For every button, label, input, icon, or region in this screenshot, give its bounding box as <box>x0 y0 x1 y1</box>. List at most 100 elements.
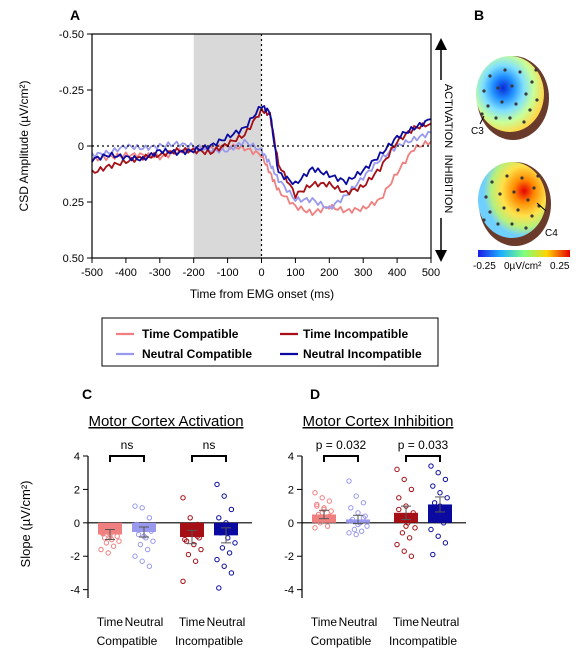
data-point <box>182 526 188 533</box>
data-point <box>442 476 449 483</box>
data-point <box>353 493 359 499</box>
data-point <box>346 478 352 484</box>
x-tick-label: 200 <box>320 267 338 279</box>
data-point <box>135 531 142 538</box>
group-label: Compatible <box>311 634 372 648</box>
data-point <box>396 506 402 513</box>
legend: Time Compatible Time Incompatible Neutra… <box>101 317 439 367</box>
data-point <box>444 495 450 501</box>
data-point <box>351 526 358 533</box>
data-point <box>326 498 333 504</box>
data-point <box>401 476 407 483</box>
category-label: Time <box>97 615 124 629</box>
data-point <box>185 551 192 558</box>
data-point <box>198 546 204 553</box>
data-point <box>358 528 365 534</box>
data-point <box>148 528 154 534</box>
electrode-dot <box>484 195 488 199</box>
significance-label: ns <box>121 438 134 452</box>
data-point <box>105 550 111 556</box>
data-point <box>137 541 144 548</box>
panel-d-title: Motor Cortex Inhibition <box>303 413 454 430</box>
data-point <box>226 550 233 556</box>
x-tick-label: -100 <box>217 267 239 279</box>
inhibition-label: INHIBITION <box>442 155 454 214</box>
electrode-dot <box>536 174 540 178</box>
electrode-dot <box>528 108 532 112</box>
x-tick-label: -300 <box>149 267 171 279</box>
electrode-dot <box>516 208 520 212</box>
electrode-dot <box>486 104 490 108</box>
colorbar-max-label: 0.25 <box>550 261 570 272</box>
data-point <box>401 548 407 554</box>
data-point <box>399 530 406 536</box>
significance-bracket <box>405 455 441 462</box>
data-point <box>355 510 361 516</box>
category-label: Time <box>179 615 206 629</box>
electrode-dot <box>534 68 538 72</box>
electrode-dot <box>510 222 514 226</box>
data-point <box>221 493 227 499</box>
data-point <box>394 466 400 473</box>
category-label: Neutral <box>339 615 378 629</box>
group-label: Incompatible <box>389 634 457 648</box>
data-point <box>428 463 434 469</box>
electrode-dot <box>496 222 500 226</box>
series-line-neutral-incompatible <box>91 105 432 186</box>
data-point <box>353 531 359 538</box>
data-point <box>194 521 201 528</box>
data-point <box>132 553 138 559</box>
x-tick-label: 0 <box>258 267 264 279</box>
data-point <box>228 506 235 513</box>
category-label: Time <box>393 615 420 629</box>
data-point <box>98 546 104 553</box>
data-point <box>442 540 449 546</box>
y-tick-label: -2 <box>284 551 294 563</box>
data-point <box>180 578 186 584</box>
data-point <box>214 481 220 488</box>
y-tick-label: 0.50 <box>63 253 84 265</box>
data-point <box>397 515 404 521</box>
data-point <box>428 526 434 533</box>
data-point <box>328 508 334 514</box>
y-tick-label: 0 <box>78 141 84 153</box>
x-axis-label: Time from EMG onset (ms) <box>190 287 334 301</box>
panel-label-a: A <box>70 7 80 23</box>
data-point <box>194 533 201 539</box>
data-point <box>116 538 122 544</box>
data-point <box>189 523 195 529</box>
data-point <box>317 520 324 526</box>
electrode-dot <box>496 86 500 90</box>
legend-label-time-compatible: Time Compatible <box>142 327 239 341</box>
data-point <box>144 546 151 553</box>
data-point <box>430 483 436 489</box>
electrode-dot <box>524 226 528 230</box>
electrode-dot <box>535 98 539 102</box>
y-tick-label: 0.25 <box>63 197 84 209</box>
data-point <box>134 526 140 533</box>
data-point <box>103 540 110 546</box>
electrode-dot <box>512 190 516 194</box>
data-point <box>319 495 325 501</box>
data-point <box>216 585 222 591</box>
electrode-dot <box>480 112 484 116</box>
electrode-dot <box>510 84 514 88</box>
x-tick-label: 400 <box>388 267 406 279</box>
data-point <box>146 563 153 569</box>
electrode-dot <box>490 180 494 184</box>
data-point <box>312 490 318 496</box>
data-point <box>403 523 409 529</box>
electrode-dot <box>502 206 506 210</box>
data-point <box>228 570 235 576</box>
electrode-dot <box>514 102 518 106</box>
electrode-dot <box>498 192 502 196</box>
data-point <box>112 528 119 534</box>
data-point <box>348 518 354 524</box>
significance-label: p = 0.033 <box>398 438 449 452</box>
significance-label: p = 0.032 <box>316 438 367 452</box>
electrode-dot <box>505 174 509 178</box>
data-point <box>435 470 441 476</box>
topomap-activation: C3 <box>471 56 549 140</box>
data-point <box>214 556 220 563</box>
data-point <box>112 523 119 529</box>
